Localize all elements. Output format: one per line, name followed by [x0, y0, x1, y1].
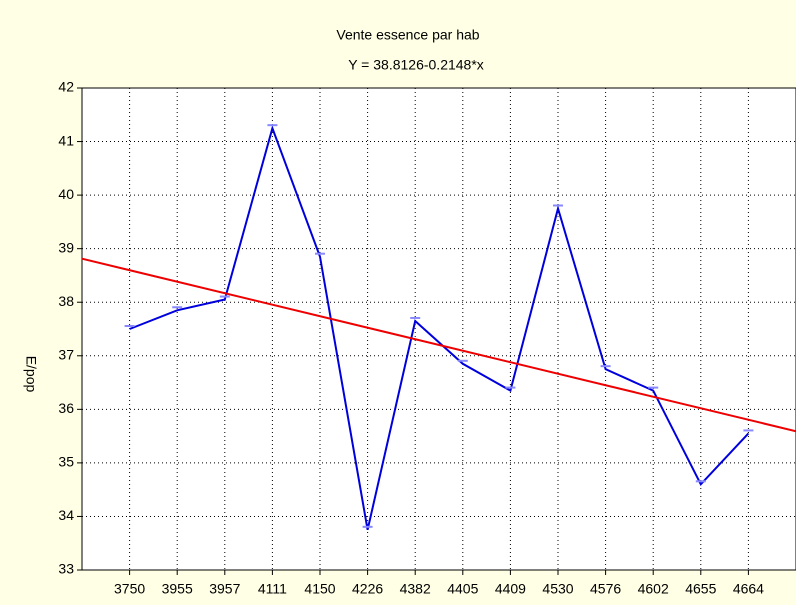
x-tick-label: 4576 — [590, 581, 621, 597]
x-tick-label: 4655 — [685, 581, 716, 597]
x-tick-label: 4226 — [352, 581, 383, 597]
trend-line — [81, 257, 796, 433]
x-tick-label: 3750 — [114, 581, 145, 597]
chart-title: Vente essence par hab — [336, 27, 479, 43]
y-tick-label: 41 — [58, 132, 74, 148]
y-tick-label: 37 — [58, 346, 74, 362]
x-tick-label: 4382 — [400, 581, 431, 597]
plot-area — [81, 87, 796, 571]
y-tick-label: 36 — [58, 400, 74, 416]
x-tick-label: 4111 — [258, 581, 287, 597]
x-tick-label: 4409 — [495, 581, 526, 597]
x-tick-label: 4405 — [447, 581, 478, 597]
y-tick-label: 39 — [58, 239, 74, 255]
y-tick-label: 38 — [58, 293, 74, 309]
y-tick-label: 42 — [58, 79, 74, 95]
x-tick-label: 4150 — [304, 581, 335, 597]
y-tick-label: 34 — [58, 507, 74, 523]
x-tick-label: 4664 — [733, 581, 764, 597]
chart-subtitle: Y = 38.8126-0.2148*x — [348, 57, 484, 73]
y-tick-label: 35 — [58, 454, 74, 470]
x-tick-label: 3955 — [162, 581, 193, 597]
x-tick-label: 3957 — [209, 581, 240, 597]
y-tick-label: 40 — [58, 186, 74, 202]
x-tick-label: 4602 — [638, 581, 669, 597]
y-axis-label: E/pop — [23, 356, 39, 393]
y-tick-label: 33 — [58, 561, 74, 577]
data-line — [129, 124, 750, 531]
x-tick-label: 4530 — [542, 581, 573, 597]
